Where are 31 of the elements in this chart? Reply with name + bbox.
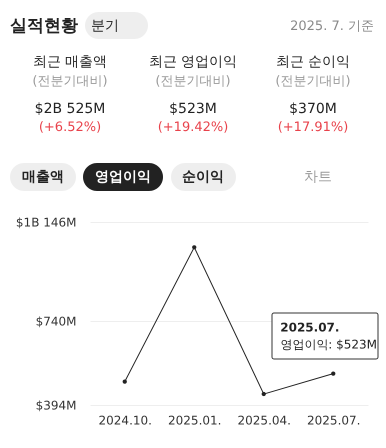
annotation: 2025.07. 영업이익: $523M — [280, 320, 377, 352]
text: 최근 영업이익 — [148, 54, 238, 70]
text: 분기 — [91, 18, 119, 34]
text: (전분기대비) — [32, 74, 108, 89]
x-tick-label: 2025.01. — [168, 414, 222, 428]
text: (전분기대비) — [155, 74, 231, 89]
x-tick-label: 2025.04. — [238, 414, 291, 428]
text: 최근 매출액 — [32, 54, 108, 70]
text: (+6.52%) — [38, 120, 102, 135]
x-tick-label: 2024.10. — [98, 414, 152, 428]
y-tick-label: $740M — [36, 314, 76, 328]
x-tick-label: 2025.07. — [307, 414, 360, 428]
text: $370M — [289, 101, 337, 117]
text: 순이익 — [182, 169, 224, 185]
chart-title: 실적현황 — [10, 16, 78, 36]
text: 차트 — [304, 169, 332, 185]
text: (전분기대비) — [275, 74, 351, 89]
y-tick-label: $394M — [36, 398, 76, 412]
text: $523M — [169, 101, 217, 117]
point — [262, 392, 266, 396]
text: 2025. 7. 기준 — [290, 19, 374, 34]
text: $2B 525M — [34, 101, 106, 117]
text: 매출액 — [22, 169, 64, 185]
point — [192, 245, 196, 250]
text: 영업이익 — [95, 169, 151, 185]
text: (+17.91%) — [278, 120, 348, 135]
point — [122, 380, 127, 384]
text: (+19.42%) — [158, 120, 228, 135]
text: 최근 순이익 — [276, 54, 350, 70]
y-tick-label: $1B 146M — [16, 216, 76, 230]
point — [331, 371, 336, 376]
